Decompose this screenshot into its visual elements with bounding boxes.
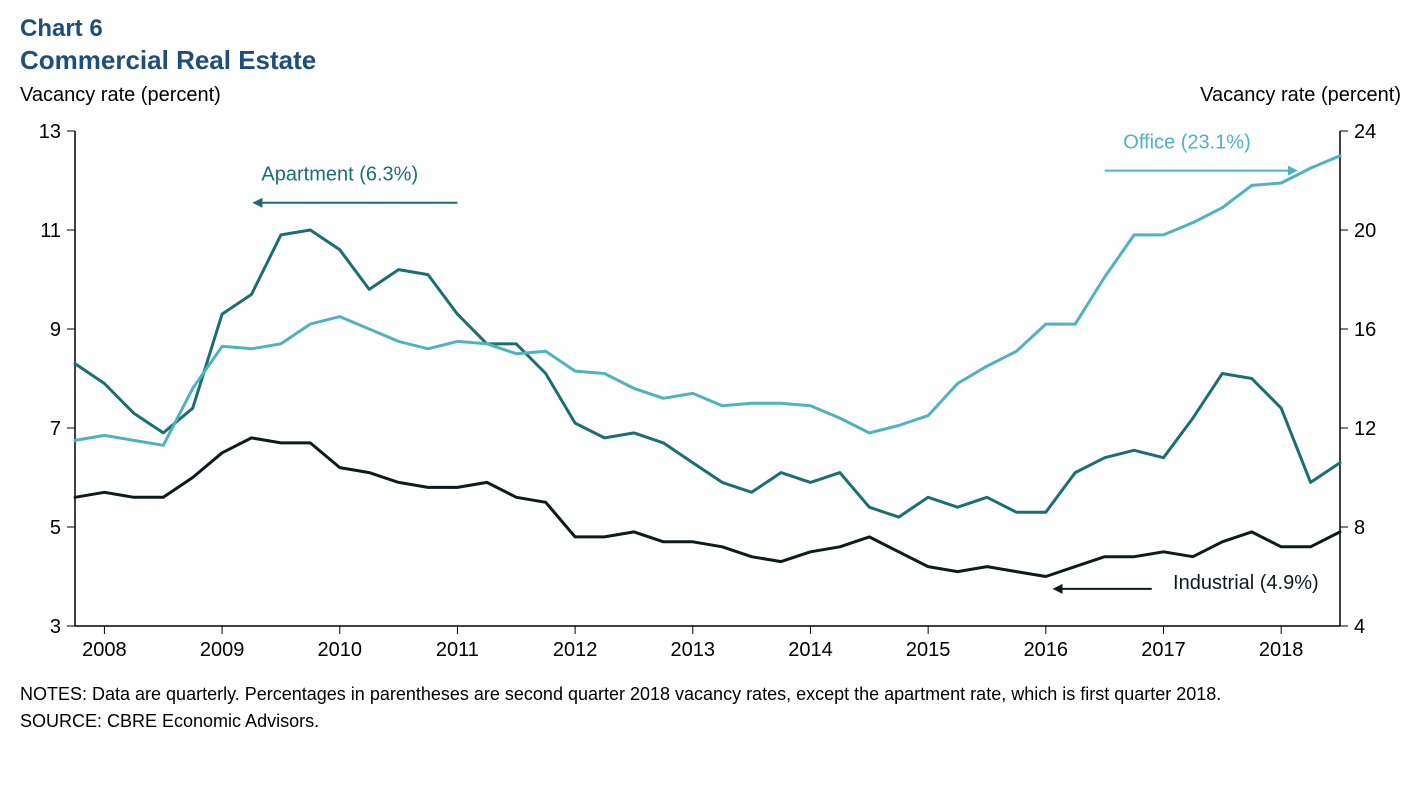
right-axis-title: Vacancy rate (percent) <box>1200 84 1401 107</box>
series-line-apartment <box>75 230 1340 517</box>
svg-text:9: 9 <box>50 319 61 341</box>
svg-text:2009: 2009 <box>200 639 245 661</box>
svg-text:2013: 2013 <box>671 639 716 661</box>
axis-titles-row: Vacancy rate (percent) Vacancy rate (per… <box>20 84 1401 107</box>
left-axis-title: Vacancy rate (percent) <box>20 84 221 107</box>
series-label-office: Office (23.1%) <box>1123 131 1250 153</box>
svg-text:5: 5 <box>50 517 61 539</box>
notes-line-1: NOTES: Data are quarterly. Percentages i… <box>20 681 1401 708</box>
svg-text:2014: 2014 <box>788 639 833 661</box>
series-label-industrial: Industrial (4.9%) <box>1173 572 1319 594</box>
series-line-industrial <box>75 438 1340 577</box>
svg-text:2017: 2017 <box>1141 639 1186 661</box>
svg-text:4: 4 <box>1354 616 1365 638</box>
svg-text:16: 16 <box>1354 319 1376 341</box>
svg-text:2015: 2015 <box>906 639 951 661</box>
svg-text:3: 3 <box>50 616 61 638</box>
chart-svg: 3 5 7 9 11 13 4 8 12 16 20 24 2008 2009 2010 2011 2012 20… <box>20 111 1400 671</box>
svg-text:8: 8 <box>1354 517 1365 539</box>
svg-text:20: 20 <box>1354 220 1376 242</box>
chart-title: Commercial Real Estate <box>20 45 1401 76</box>
svg-text:2016: 2016 <box>1024 639 1069 661</box>
svg-text:13: 13 <box>39 121 61 143</box>
series-line-office <box>75 156 1340 446</box>
chart-plot: 3 5 7 9 11 13 4 8 12 16 20 24 2008 2009 2010 2011 2012 20… <box>20 111 1401 671</box>
svg-text:2008: 2008 <box>82 639 127 661</box>
svg-text:2012: 2012 <box>553 639 598 661</box>
chart-notes: NOTES: Data are quarterly. Percentages i… <box>20 681 1401 735</box>
svg-text:11: 11 <box>40 220 61 242</box>
series-label-apartment: Apartment (6.3%) <box>261 164 418 186</box>
svg-text:2018: 2018 <box>1259 639 1304 661</box>
notes-line-2: SOURCE: CBRE Economic Advisors. <box>20 708 1401 735</box>
svg-text:7: 7 <box>50 418 61 440</box>
svg-text:2010: 2010 <box>318 639 363 661</box>
svg-text:24: 24 <box>1354 121 1376 143</box>
svg-text:12: 12 <box>1354 418 1376 440</box>
chart-number: Chart 6 <box>20 15 1401 43</box>
svg-text:2011: 2011 <box>436 639 479 661</box>
